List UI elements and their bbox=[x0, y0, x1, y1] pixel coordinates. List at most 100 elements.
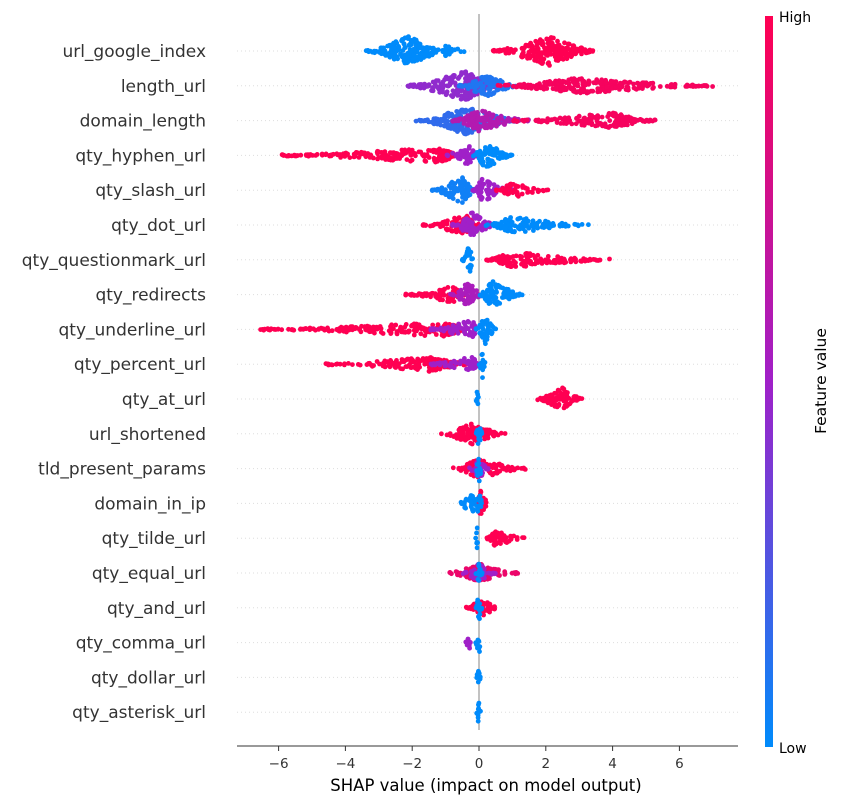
shap-dot bbox=[435, 221, 440, 227]
shap-dot bbox=[469, 111, 475, 116]
shap-dot bbox=[508, 227, 514, 232]
shap-dot bbox=[448, 185, 454, 191]
shap-dot bbox=[405, 36, 411, 41]
feature-label: qty_at_url bbox=[122, 390, 206, 410]
shap-dot bbox=[469, 119, 474, 124]
shap-dot bbox=[505, 191, 511, 197]
shap-dot bbox=[495, 256, 500, 261]
shap-dot bbox=[458, 426, 464, 432]
shap-dot bbox=[477, 607, 482, 613]
shap-dot bbox=[508, 222, 513, 228]
shap-dot bbox=[371, 48, 377, 54]
shap-dot bbox=[505, 464, 511, 470]
shap-dot bbox=[480, 335, 486, 340]
shap-dot bbox=[555, 254, 561, 259]
shap-dot bbox=[421, 222, 427, 228]
shap-dot bbox=[408, 360, 414, 366]
shap-dot bbox=[520, 185, 526, 190]
shap-dot bbox=[478, 185, 484, 190]
shap-dot bbox=[476, 456, 481, 462]
shap-dot bbox=[480, 375, 485, 380]
shap-dot bbox=[535, 225, 540, 231]
shap-dot bbox=[358, 329, 364, 335]
shap-dot bbox=[433, 159, 438, 165]
shap-dot bbox=[482, 575, 487, 581]
feature-row-dots bbox=[473, 385, 585, 411]
shap-dot bbox=[467, 605, 473, 610]
shap-dot bbox=[472, 437, 478, 443]
shap-dot bbox=[467, 645, 472, 651]
shap-dot bbox=[392, 360, 398, 366]
shap-dot bbox=[467, 192, 473, 198]
shap-dot bbox=[570, 43, 576, 49]
shap-dot bbox=[560, 385, 565, 391]
shap-dot bbox=[489, 82, 494, 88]
shap-dot bbox=[484, 187, 489, 193]
shap-dot bbox=[418, 331, 424, 337]
shap-dot bbox=[503, 286, 509, 292]
shap-dot bbox=[420, 356, 426, 361]
shap-dot bbox=[469, 501, 474, 507]
shap-dot bbox=[475, 718, 481, 724]
x-tick-label: 2 bbox=[542, 756, 551, 772]
shap-dot bbox=[406, 50, 411, 56]
shap-dot bbox=[460, 200, 465, 205]
shap-dot bbox=[400, 48, 406, 53]
shap-dot bbox=[460, 84, 465, 89]
shap-dot bbox=[470, 296, 476, 302]
shap-dot bbox=[355, 362, 361, 367]
shap-dot bbox=[477, 330, 483, 336]
feature-row-dots bbox=[473, 525, 527, 551]
shap-dot bbox=[465, 217, 471, 223]
shap-dot bbox=[563, 120, 568, 125]
shap-dot bbox=[421, 153, 427, 159]
shap-dot bbox=[494, 147, 500, 152]
shap-dot bbox=[327, 153, 332, 159]
shap-dot bbox=[595, 122, 601, 127]
shap-dot bbox=[466, 287, 471, 293]
shap-dot bbox=[607, 256, 612, 262]
shap-dot bbox=[430, 85, 436, 91]
feature-label: qty_equal_url bbox=[92, 564, 206, 584]
colorbar-low-label: Low bbox=[779, 741, 807, 757]
shap-dot bbox=[537, 40, 543, 46]
shap-dot bbox=[467, 144, 472, 149]
shap-dot bbox=[387, 364, 393, 370]
shap-dot bbox=[376, 49, 382, 55]
shap-dot bbox=[275, 326, 281, 332]
feature-label: qty_redirects bbox=[95, 286, 206, 306]
shap-dot bbox=[531, 228, 536, 233]
shap-dot bbox=[561, 47, 567, 53]
shap-dot bbox=[394, 330, 400, 336]
shap-dot bbox=[580, 79, 586, 85]
feature-row-dots bbox=[413, 106, 658, 137]
shap-dot bbox=[535, 258, 540, 264]
feature-row-dots bbox=[429, 175, 551, 205]
shap-dot bbox=[578, 90, 583, 96]
shap-dot bbox=[470, 79, 476, 85]
shap-dot bbox=[524, 256, 530, 262]
shap-dot bbox=[477, 88, 483, 94]
shap-dot bbox=[314, 152, 320, 157]
shap-dot bbox=[463, 227, 469, 233]
shap-dot bbox=[539, 84, 544, 90]
shap-dot bbox=[448, 49, 453, 55]
shap-dot bbox=[460, 220, 466, 226]
shap-dot bbox=[367, 48, 373, 54]
shap-dot bbox=[582, 47, 588, 52]
shap-dot bbox=[383, 152, 389, 158]
shap-dot bbox=[390, 157, 396, 163]
shap-dot bbox=[469, 441, 475, 447]
feature-label: qty_underline_url bbox=[59, 320, 206, 340]
shap-dot bbox=[477, 180, 482, 186]
shap-dot bbox=[485, 196, 490, 202]
shap-dot bbox=[475, 508, 481, 514]
shap-dot bbox=[557, 395, 563, 401]
shap-dot bbox=[480, 365, 486, 371]
shap-dot bbox=[410, 83, 416, 89]
shap-dot bbox=[442, 123, 447, 129]
shap-dot bbox=[374, 149, 380, 155]
feature-label: qty_slash_url bbox=[95, 181, 206, 201]
x-tick-label: 4 bbox=[608, 756, 617, 772]
shap-dot bbox=[435, 116, 440, 122]
